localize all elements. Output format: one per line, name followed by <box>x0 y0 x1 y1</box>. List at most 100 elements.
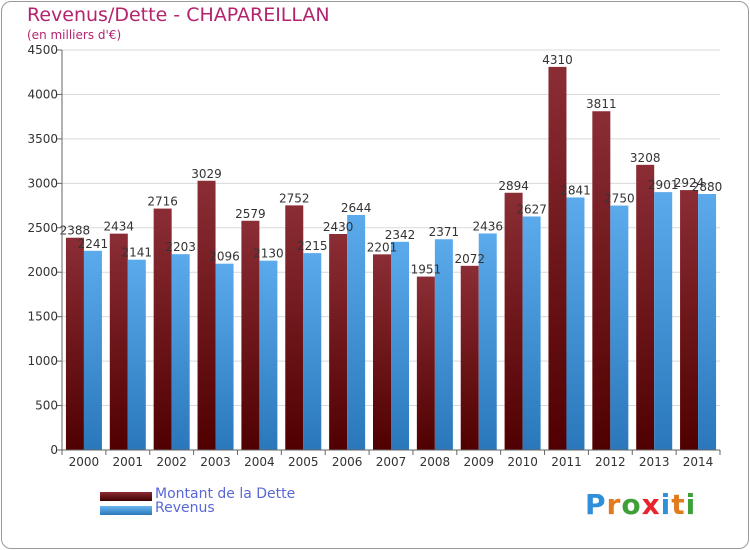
logo-letter: i <box>685 488 697 521</box>
bar-dette <box>460 265 479 450</box>
bar-revenus <box>566 197 585 450</box>
data-label-revenus: 2750 <box>604 192 635 206</box>
bar-dette <box>329 234 348 450</box>
chart-subtitle: (en milliers d'€) <box>27 28 122 42</box>
proxiti-logo: Proxiti <box>585 488 696 521</box>
logo-letter: r <box>606 488 622 521</box>
x-tick-label: 2006 <box>332 455 363 469</box>
logo-letter: o <box>621 488 642 521</box>
logo-letter: P <box>585 488 607 521</box>
bar-dette <box>241 220 260 450</box>
data-label-dette: 2579 <box>235 207 266 221</box>
x-tick-label: 2008 <box>420 455 451 469</box>
x-tick-label: 2011 <box>551 455 582 469</box>
bar-revenus <box>522 216 541 450</box>
data-label-dette: 2072 <box>454 252 485 266</box>
bar-dette <box>416 276 435 450</box>
data-label-revenus: 2203 <box>165 240 196 254</box>
bar-revenus <box>171 254 190 450</box>
data-label-revenus: 2371 <box>429 225 460 239</box>
data-label-revenus: 2841 <box>560 183 591 197</box>
bar-dette <box>153 208 172 450</box>
x-tick-label: 2014 <box>683 455 714 469</box>
bar-dette <box>548 66 567 450</box>
y-axis-ticks: 0 500 1000 1500 2000 2500 3000 3500 4000 4500 <box>27 43 62 457</box>
bar-dette <box>373 254 391 450</box>
logo-letter: x <box>641 488 661 521</box>
y-tick-label: 2500 <box>27 221 58 235</box>
bar-dette <box>109 233 128 450</box>
data-label-dette: 2434 <box>104 220 135 234</box>
y-tick-label: 3500 <box>27 132 58 146</box>
bar-dette <box>680 190 699 451</box>
bar-revenus <box>478 233 497 450</box>
logo-letter: i <box>660 488 672 521</box>
y-tick-label: 1500 <box>27 310 58 324</box>
x-tick-label: 2007 <box>376 455 407 469</box>
data-label-revenus: 2215 <box>297 239 328 253</box>
bar-revenus <box>83 250 102 450</box>
data-label-dette: 3811 <box>586 97 617 111</box>
bar-dette <box>197 180 216 450</box>
y-tick-label: 500 <box>35 399 58 413</box>
x-tick-label: 2001 <box>113 455 144 469</box>
bar-dette <box>504 192 523 450</box>
x-tick-label: 2000 <box>69 455 100 469</box>
bar-revenus <box>215 263 234 450</box>
bar-dette <box>592 111 611 450</box>
data-label-dette: 2716 <box>147 195 178 209</box>
data-label-revenus: 2880 <box>692 180 723 194</box>
data-label-revenus: 2436 <box>472 219 503 233</box>
x-tick-label: 2012 <box>595 455 626 469</box>
y-tick-label: 3000 <box>27 176 58 190</box>
data-label-revenus: 2096 <box>209 250 240 264</box>
axes <box>61 50 720 451</box>
x-axis-ticks: 2000 2001 2002 2003 2004 2005 2006 2007 2008 2009… <box>61 450 721 469</box>
bar-revenus <box>654 192 673 450</box>
bar-dette <box>65 237 84 450</box>
data-label-dette: 2752 <box>279 191 310 205</box>
y-tick-label: 4500 <box>27 43 58 57</box>
data-label-revenus: 2901 <box>648 178 679 192</box>
x-tick-label: 2004 <box>244 455 275 469</box>
y-tick-label: 2000 <box>27 265 58 279</box>
data-label-revenus: 2241 <box>78 237 109 251</box>
legend-label-revenus: Revenus <box>155 500 215 516</box>
data-label-dette: 2388 <box>60 224 91 238</box>
data-label-dette: 2894 <box>498 179 529 193</box>
x-tick-label: 2003 <box>200 455 231 469</box>
legend-swatch-revenus <box>100 506 152 515</box>
data-label-dette: 2924 <box>674 176 705 190</box>
data-label-dette: 2201 <box>367 240 398 254</box>
bar-revenus <box>303 253 322 450</box>
bar-revenus <box>127 259 146 450</box>
chart-title: Revenus/Dette - CHAPAREILLAN <box>27 4 330 26</box>
data-label-revenus: 2342 <box>385 228 416 242</box>
x-tick-label: 2013 <box>639 455 670 469</box>
x-tick-label: 2002 <box>156 455 187 469</box>
y-tick-label: 1000 <box>27 354 58 368</box>
data-label-dette: 4310 <box>542 53 573 67</box>
bar-revenus <box>347 214 366 450</box>
data-label-revenus: 2644 <box>341 201 372 215</box>
bar-dette <box>636 164 655 450</box>
data-label-dette: 1951 <box>411 263 442 277</box>
legend-label-dette: Montant de la Dette <box>155 486 296 502</box>
logo-letter: t <box>671 488 686 521</box>
x-tick-label: 2005 <box>288 455 319 469</box>
bar-dette <box>285 205 304 450</box>
data-label-dette: 3208 <box>630 151 661 165</box>
bar-revenus <box>698 194 717 450</box>
x-tick-label: 2009 <box>463 455 494 469</box>
bar-revenus <box>610 205 629 450</box>
data-label-revenus: 2130 <box>253 247 284 261</box>
data-label-dette: 3029 <box>191 167 222 181</box>
data-label-revenus: 2627 <box>516 202 547 216</box>
bars <box>65 66 717 451</box>
y-tick-label: 4000 <box>27 87 58 101</box>
data-label-dette: 2430 <box>323 220 354 234</box>
bar-revenus <box>391 241 409 450</box>
bar-revenus <box>434 239 453 450</box>
bar-revenus <box>259 260 278 450</box>
